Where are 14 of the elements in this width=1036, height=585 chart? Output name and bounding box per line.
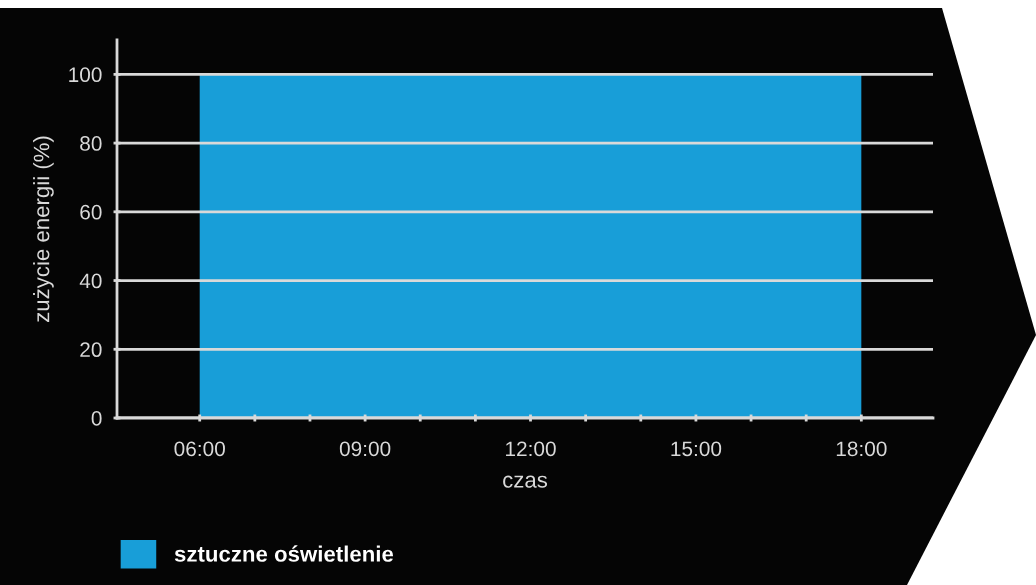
x-axis-title: czas xyxy=(503,475,548,488)
y-tick-label: 0 xyxy=(91,411,102,426)
y-tick-label: 100 xyxy=(69,67,102,83)
y-tick-label: 60 xyxy=(80,204,102,220)
y-tick-label: 40 xyxy=(79,273,102,289)
y-axis-title: zużycie energii (%) xyxy=(33,136,54,322)
x-tick-label: 09:00 xyxy=(339,441,391,457)
x-tick-label: 12:00 xyxy=(506,441,556,457)
x-tick-label: 18:00 xyxy=(836,441,887,457)
legend-label: sztuczne oświetlenie xyxy=(174,545,394,562)
x-tick-label: 15:00 xyxy=(671,441,722,457)
y-tick-label: 20 xyxy=(80,342,102,358)
x-tick-label: 06:00 xyxy=(174,441,225,457)
y-tick-label: 80 xyxy=(80,136,102,151)
